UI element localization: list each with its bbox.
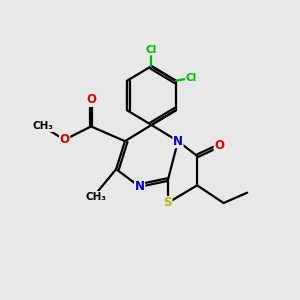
Text: N: N <box>135 180 145 193</box>
Text: O: O <box>60 133 70 146</box>
Text: N: N <box>173 135 183 148</box>
Text: O: O <box>86 93 96 106</box>
Text: CH₃: CH₃ <box>32 122 53 131</box>
Text: S: S <box>164 196 172 209</box>
Text: O: O <box>214 139 224 152</box>
Text: Cl: Cl <box>186 73 197 83</box>
Text: Cl: Cl <box>146 45 157 55</box>
Text: CH₃: CH₃ <box>85 191 106 202</box>
